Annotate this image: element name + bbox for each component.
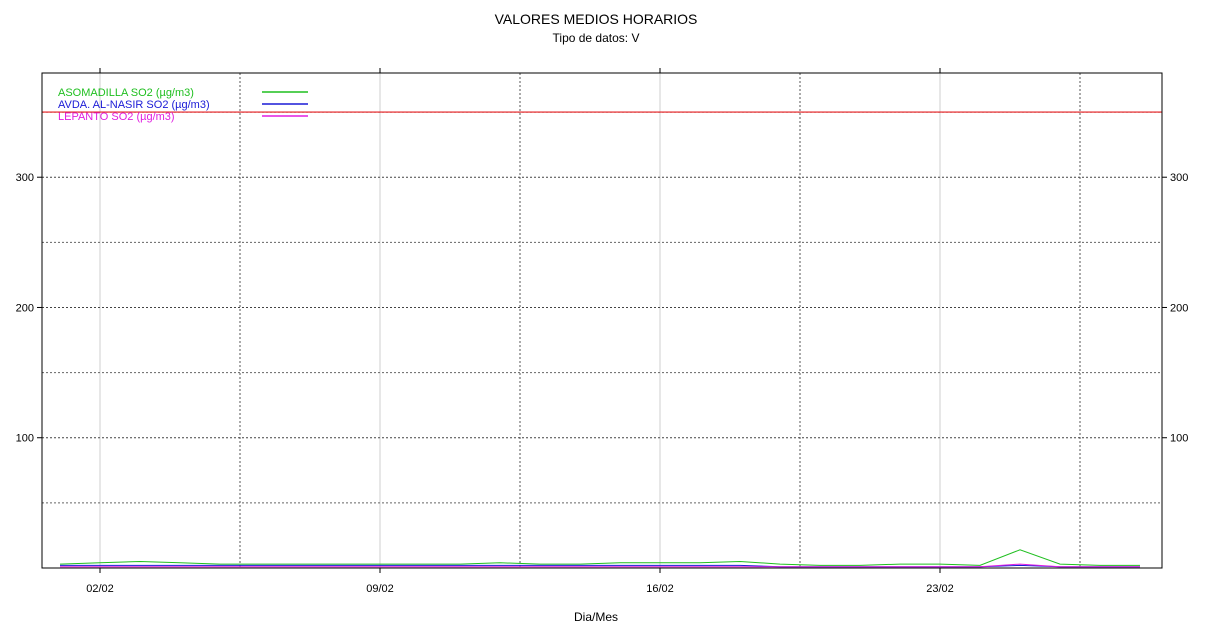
plot-frame — [41, 72, 1163, 569]
series-line-2 — [60, 563, 1140, 568]
y-tick-label-right-0: 100 — [1170, 433, 1188, 445]
x-tick-label-1: 09/02 — [366, 583, 394, 595]
y-tick-label-right-2: 300 — [1170, 172, 1188, 184]
grid-lines — [42, 73, 1162, 568]
legend-label-0: ASOMADILLA SO2 (µg/m3) — [58, 87, 194, 99]
y-tick-label-left-0: 100 — [16, 433, 34, 445]
y-tick-label-left-2: 300 — [16, 172, 34, 184]
x-tick-label-3: 23/02 — [926, 583, 954, 595]
series-line-0 — [59, 549, 1140, 566]
x-tick-label-2: 16/02 — [646, 583, 674, 595]
chart-subtitle: Tipo de datos: V — [553, 31, 640, 45]
legend-label-2: LEPANTO SO2 (µg/m3) — [58, 111, 175, 123]
chart-title: VALORES MEDIOS HORARIOS — [495, 11, 698, 27]
axis-ticks: 100 100 200 200 300 300 02/02 09/02 16/02 23/02 — [16, 68, 1188, 595]
y-tick-label-left-1: 200 — [16, 302, 34, 314]
series-layer — [59, 549, 1140, 568]
y-tick-label-right-1: 200 — [1170, 302, 1188, 314]
x-axis-label: Dia/Mes — [574, 610, 618, 624]
legend: ASOMADILLA SO2 (µg/m3)AVDA. AL-NASIR SO2… — [58, 87, 308, 123]
legend-label-1: AVDA. AL-NASIR SO2 (µg/m3) — [58, 99, 210, 111]
x-tick-label-0: 02/02 — [86, 583, 114, 595]
